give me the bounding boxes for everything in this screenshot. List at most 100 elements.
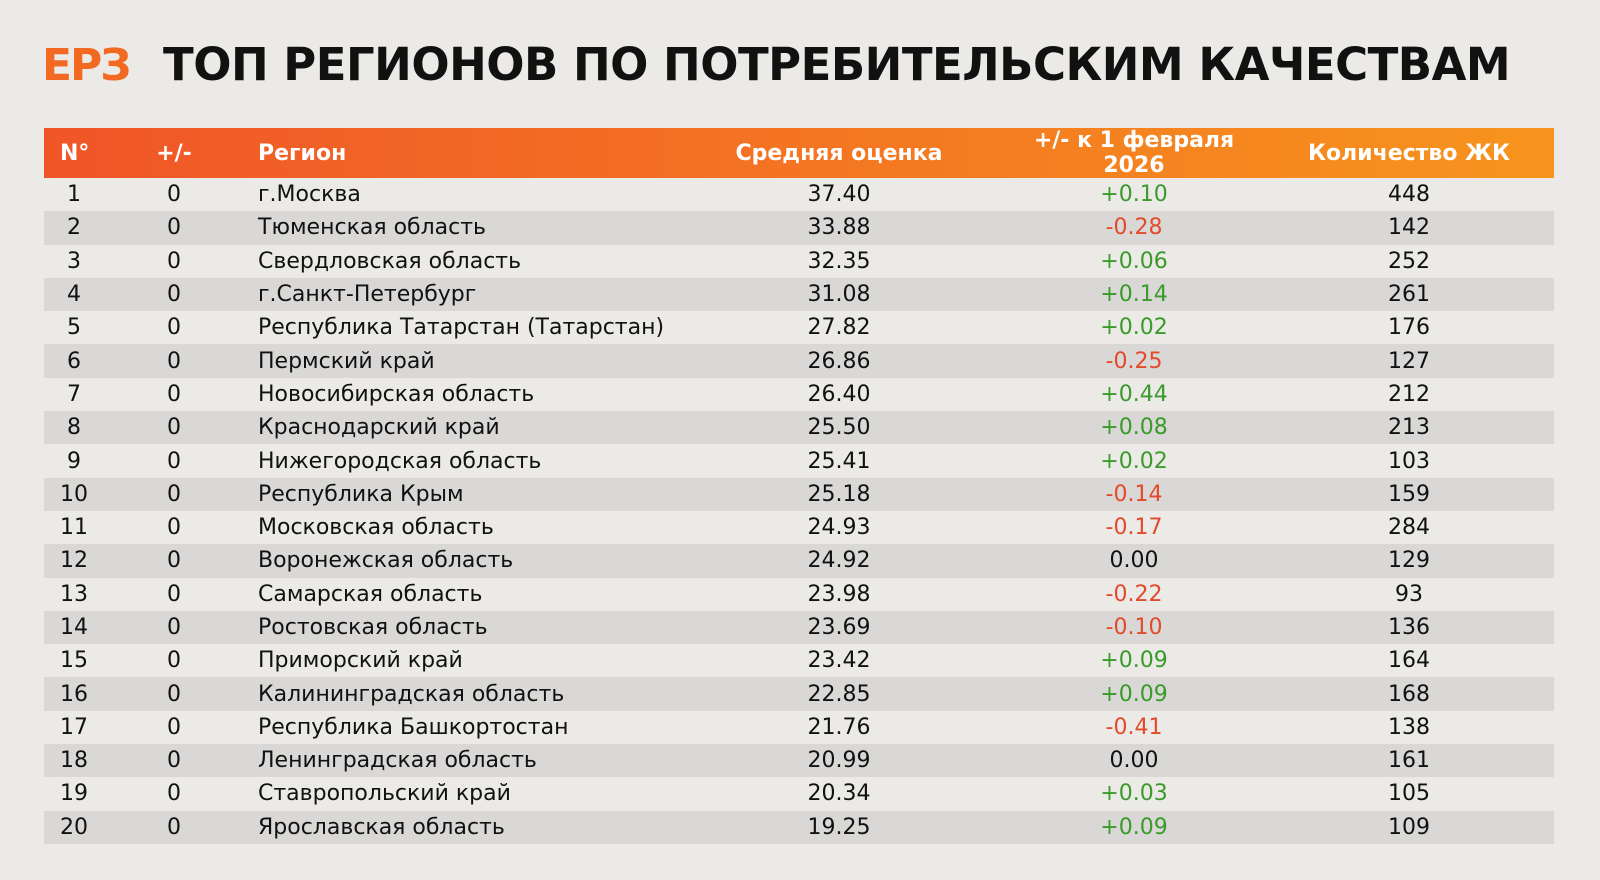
table-row: 19 0 Ставропольский край 20.34 +0.03 105 <box>44 777 1554 810</box>
table-cell: Республика Крым <box>258 481 464 507</box>
table-cell: 8 <box>67 415 81 441</box>
table-cell: Республика Башкортостан <box>258 714 569 740</box>
table-cell: 16 <box>60 681 88 707</box>
table-row: 7 0 Новосибирская область 26.40 +0.44 212 <box>44 378 1554 411</box>
table-cell: 448 <box>1388 182 1430 208</box>
table-row: 8 0 Краснодарский край 25.50 +0.08 213 <box>44 411 1554 445</box>
table-cell: 21.76 <box>807 714 871 740</box>
table-cell: 0 <box>167 215 181 241</box>
table-cell: г.Санкт-Петербург <box>258 282 477 308</box>
table-cell: 0 <box>167 481 181 507</box>
table-row: 12 0 Воронежская область 24.92 0.00 129 <box>44 544 1554 578</box>
table-cell: 26.86 <box>807 348 871 374</box>
table-cell: 23.69 <box>807 615 871 640</box>
table-cell: 20.99 <box>807 748 871 774</box>
table-cell: 13 <box>60 581 88 607</box>
table-cell: 26.40 <box>807 381 871 407</box>
table-cell: 0 <box>167 282 181 308</box>
table-row: 16 0 Калининградская область 22.85 +0.09 168 <box>44 677 1554 711</box>
table-row: 17 0 Республика Башкортостан 21.76 -0.41 138 <box>44 711 1554 744</box>
column-header: N° <box>60 140 90 166</box>
table-cell: Московская область <box>258 515 494 541</box>
table-cell: Тюменская область <box>258 215 487 241</box>
table-cell: 0 <box>167 381 181 407</box>
table-row: 14 0 Ростовская область 23.69 -0.10 136 <box>44 610 1554 645</box>
table-cell: 14 <box>60 615 88 640</box>
table-cell: +0.08 <box>1100 415 1168 441</box>
table-cell: 168 <box>1388 681 1430 707</box>
table-cell: -0.28 <box>1105 215 1163 241</box>
table-cell: 103 <box>1388 448 1430 474</box>
table-cell: Свердловская область <box>258 248 522 274</box>
table-cell: 0 <box>167 781 181 807</box>
table-cell: +0.09 <box>1100 814 1168 840</box>
table-cell: Ставропольский край <box>258 781 511 807</box>
table-cell: 5 <box>67 315 81 341</box>
table-cell: +0.02 <box>1100 315 1168 341</box>
table-cell: 0 <box>167 615 181 640</box>
table-cell: 0 <box>167 182 181 208</box>
table-cell: Краснодарский край <box>258 415 500 441</box>
table-cell: 17 <box>60 714 88 740</box>
table-cell: 25.50 <box>807 415 871 441</box>
table-cell: -0.25 <box>1105 348 1163 374</box>
table-row: 11 0 Московская область 24.93 -0.17 284 <box>44 511 1554 544</box>
table-cell: 20 <box>60 814 88 840</box>
table-cell: Ленинградская область <box>258 748 537 774</box>
table-cell: 138 <box>1388 714 1430 740</box>
table-cell: 0 <box>167 348 181 374</box>
table-cell: 19.25 <box>807 814 871 840</box>
table-cell: Новосибирская область <box>258 381 535 407</box>
table-row: 1 0 г.Москва 37.40 +0.10 448 <box>44 178 1554 211</box>
table-cell: -0.41 <box>1105 714 1163 740</box>
table-cell: 2 <box>67 215 81 241</box>
table-cell: -0.10 <box>1105 615 1163 640</box>
table-cell: 4 <box>67 282 81 308</box>
table-cell: Приморский край <box>258 648 463 674</box>
table-cell: 261 <box>1388 282 1430 308</box>
table-cell: -0.22 <box>1105 581 1163 607</box>
table-cell: +0.09 <box>1100 681 1168 707</box>
table-cell: 23.98 <box>807 581 871 607</box>
table-cell: 7 <box>67 381 81 407</box>
title: ТОП РЕГИОНОВ ПО ПОТРЕБИТЕЛЬСКИМ КАЧЕСТВА… <box>163 38 1511 91</box>
table-cell: +0.44 <box>1100 381 1168 407</box>
table-cell: 212 <box>1388 381 1430 407</box>
table-cell: 93 <box>1395 581 1423 607</box>
table-cell: 19 <box>60 781 88 807</box>
table-cell: 22.85 <box>807 681 871 707</box>
table-cell: 159 <box>1388 481 1430 507</box>
table-cell: 27.82 <box>807 315 871 341</box>
table-row: 18 0 Ленинградская область 20.99 0.00 161 <box>44 744 1554 778</box>
table-cell: 33.88 <box>807 215 871 241</box>
table-cell: 284 <box>1388 515 1430 541</box>
table-cell: 11 <box>60 515 88 541</box>
table-cell: -0.17 <box>1105 515 1163 541</box>
table-cell: Республика Татарстан (Татарстан) <box>258 315 665 341</box>
table-cell: 3 <box>67 248 81 274</box>
table-cell: 129 <box>1388 548 1430 574</box>
table-cell: 1 <box>67 182 81 208</box>
table: N° +/- Регион Средняя оценка +/- к 1 февраля… <box>44 128 1554 844</box>
table-cell: 18 <box>60 748 88 774</box>
table-cell: 0 <box>167 515 181 541</box>
table-cell: 0.00 <box>1109 748 1159 774</box>
table-cell: 136 <box>1388 615 1430 640</box>
table-cell: 0 <box>167 748 181 774</box>
table-cell: Воронежская область <box>258 548 514 574</box>
table-row: 5 0 Республика Татарстан (Татарстан) 27.82 +… <box>44 311 1554 344</box>
table-cell: 6 <box>67 348 81 374</box>
table-cell: 213 <box>1388 415 1430 441</box>
table-row: 3 0 Свердловская область 32.35 +0.06 252 <box>44 245 1554 278</box>
table-cell: +0.02 <box>1100 448 1168 474</box>
table-cell: +0.03 <box>1100 781 1168 807</box>
table-cell: Нижегородская область <box>258 448 542 474</box>
table-cell: 176 <box>1388 315 1430 341</box>
table-cell: 31.08 <box>807 282 871 308</box>
table-cell: 12 <box>60 548 88 574</box>
table-cell: 23.42 <box>807 648 871 674</box>
table-cell: 0 <box>167 648 181 674</box>
table-cell: 0 <box>167 548 181 574</box>
table-cell: 20.34 <box>807 781 871 807</box>
